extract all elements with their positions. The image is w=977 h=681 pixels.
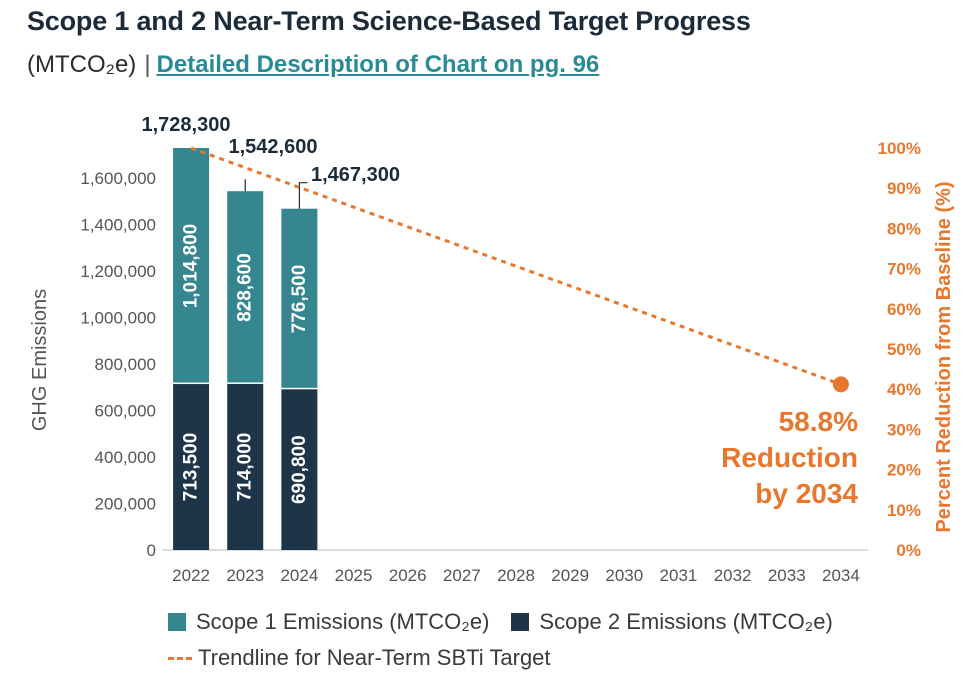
emissions-chart: 0 200,000 400,000 600,000 800,000 1,000,000 1,… — [29, 114, 955, 585]
y2-tick-label: 0% — [896, 541, 921, 560]
annotation-year: by 2034 — [755, 478, 858, 509]
x-tick-label: 2031 — [660, 566, 698, 585]
detailed-description-link[interactable]: Detailed Description of Chart on pg. 96 — [156, 51, 600, 78]
x-tick-label: 2034 — [822, 566, 860, 585]
y-tick-label: 1,000,000 — [80, 308, 156, 327]
y2-tick-label: 20% — [887, 461, 921, 480]
chart-legend: Scope 1 Emissions (MTCO₂e) Scope 2 Emiss… — [168, 604, 855, 676]
y2-tick-label: 60% — [887, 300, 921, 319]
x-tick-label: 2025 — [335, 566, 373, 585]
y-axis-title: GHG Emissions — [29, 289, 51, 431]
legend-trend-label: Trendline for Near-Term SBTi Target — [198, 645, 551, 670]
bar-scope1-label: 1,014,800 — [181, 224, 202, 309]
bar-scope2 — [281, 389, 318, 550]
bar-scope2-label: 714,000 — [235, 433, 256, 502]
y-tick-label: 0 — [147, 541, 156, 560]
legend-scope1-label: Scope 1 Emissions (MTCO₂e) — [196, 609, 490, 634]
x-tick-label: 2029 — [551, 566, 589, 585]
x-tick-label: 2033 — [768, 566, 806, 585]
y2-tick-label: 10% — [887, 501, 921, 520]
bar-scope1 — [227, 191, 264, 383]
bar-scope2-label: 713,500 — [181, 433, 202, 502]
bar-scope2 — [227, 383, 264, 550]
x-tick-label: 2028 — [497, 566, 535, 585]
x-tick-label: 2030 — [605, 566, 643, 585]
y-tick-label: 1,200,000 — [80, 262, 156, 281]
y2-tick-label: 70% — [887, 260, 921, 279]
y-tick-label: 200,000 — [95, 494, 156, 513]
y2-axis-title: Percent Reduction from Baseline (%) — [933, 181, 955, 532]
chart-subtitle: (MTCO₂e) | Detailed Description of Chart o… — [27, 51, 599, 79]
legend-scope1: Scope 1 Emissions (MTCO₂e) — [168, 609, 489, 635]
separator: | — [144, 51, 151, 78]
legend-swatch-scope2 — [511, 613, 530, 631]
bar-scope2 — [173, 384, 210, 550]
y-tick-label: 400,000 — [95, 448, 156, 467]
bar-total-label: 1,728,300 — [142, 114, 231, 136]
bar-scope1-label: 776,500 — [289, 265, 310, 334]
y2-tick-label: 50% — [887, 340, 921, 359]
trendline-endpoint — [832, 376, 849, 393]
total-leader-line — [298, 182, 308, 209]
y2-tick-label: 90% — [887, 179, 921, 198]
y2-tick-label: 30% — [887, 420, 921, 439]
annotation-percent: 58.8% — [779, 406, 858, 437]
legend-swatch-trend — [168, 656, 192, 660]
x-tick-label: 2023 — [226, 566, 264, 585]
y2-tick-label: 40% — [887, 380, 921, 399]
bar-scope1 — [281, 208, 318, 388]
x-tick-label: 2024 — [280, 566, 318, 585]
y-tick-label: 1,600,000 — [80, 169, 156, 188]
bar-scope1 — [173, 148, 210, 383]
y2-tick-label: 100% — [878, 139, 921, 158]
y-tick-label: 800,000 — [95, 355, 156, 374]
bar-total-label: 1,467,300 — [311, 164, 400, 186]
bar-total-label: 1,542,600 — [229, 136, 318, 158]
annotation-reduction: Reduction — [721, 442, 858, 473]
bar-scope1-label: 828,600 — [235, 253, 256, 322]
bar-scope2-label: 690,800 — [289, 435, 310, 504]
legend-scope2-label: Scope 2 Emissions (MTCO₂e) — [539, 609, 833, 634]
unit-label: (MTCO₂e) — [27, 51, 137, 78]
y-tick-label: 1,400,000 — [80, 215, 156, 234]
y2-tick-label: 80% — [887, 219, 921, 238]
legend-scope2: Scope 2 Emissions (MTCO₂e) — [511, 609, 833, 635]
legend-trend: Trendline for Near-Term SBTi Target — [168, 645, 551, 671]
x-tick-label: 2026 — [389, 566, 427, 585]
chart-title: Scope 1 and 2 Near-Term Science-Based Ta… — [27, 6, 751, 36]
x-tick-label: 2022 — [172, 566, 210, 585]
x-tick-label: 2032 — [714, 566, 752, 585]
x-tick-label: 2027 — [443, 566, 481, 585]
legend-swatch-scope1 — [168, 613, 186, 631]
y-tick-label: 600,000 — [95, 401, 156, 420]
